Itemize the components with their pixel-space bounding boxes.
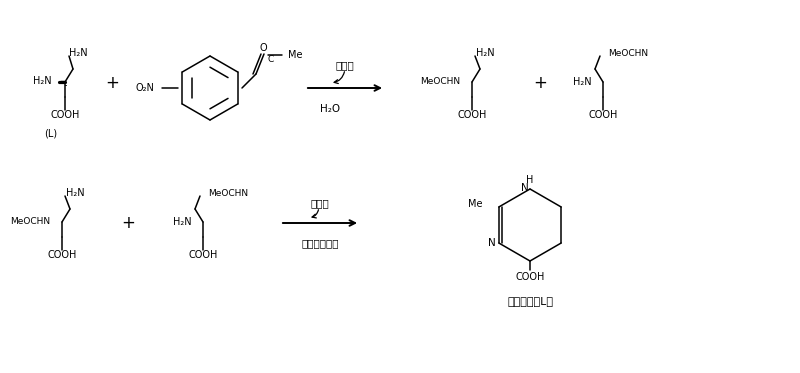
Text: N: N [488,238,496,248]
Text: H₂N: H₂N [174,217,192,227]
Text: 无机碱: 无机碱 [336,60,354,70]
Text: H₂N: H₂N [574,77,592,87]
Text: +: + [533,74,547,92]
Text: 极性有机溶剂: 极性有机溶剂 [302,238,338,248]
Text: H₂O: H₂O [320,104,340,114]
Text: COOH: COOH [188,250,218,260]
Text: H₂N: H₂N [69,48,88,58]
Text: H₂N: H₂N [476,48,494,58]
Text: (L): (L) [45,128,58,138]
Text: 四氮噸嘖（L）: 四氮噸嘖（L） [507,296,553,306]
Text: MeOCHN: MeOCHN [608,48,648,57]
Text: COOH: COOH [588,110,618,120]
Text: MeOCHN: MeOCHN [420,78,460,87]
Text: O₂N: O₂N [135,83,154,93]
Text: H₂N: H₂N [66,188,85,198]
Text: 三乙胺: 三乙胺 [310,198,330,208]
Text: O: O [259,43,267,53]
Text: +: + [121,214,135,232]
Text: +: + [105,74,119,92]
Text: C: C [268,54,274,63]
Text: COOH: COOH [458,110,486,120]
Text: N: N [522,183,529,193]
Text: H₂N: H₂N [34,76,52,86]
Text: COOH: COOH [515,272,545,282]
Text: H: H [526,175,534,185]
Text: COOH: COOH [47,250,77,260]
Text: Me: Me [468,199,483,209]
Text: Me: Me [288,50,302,60]
Text: MeOCHN: MeOCHN [10,217,50,226]
Text: MeOCHN: MeOCHN [208,188,248,197]
Text: COOH: COOH [50,110,80,120]
